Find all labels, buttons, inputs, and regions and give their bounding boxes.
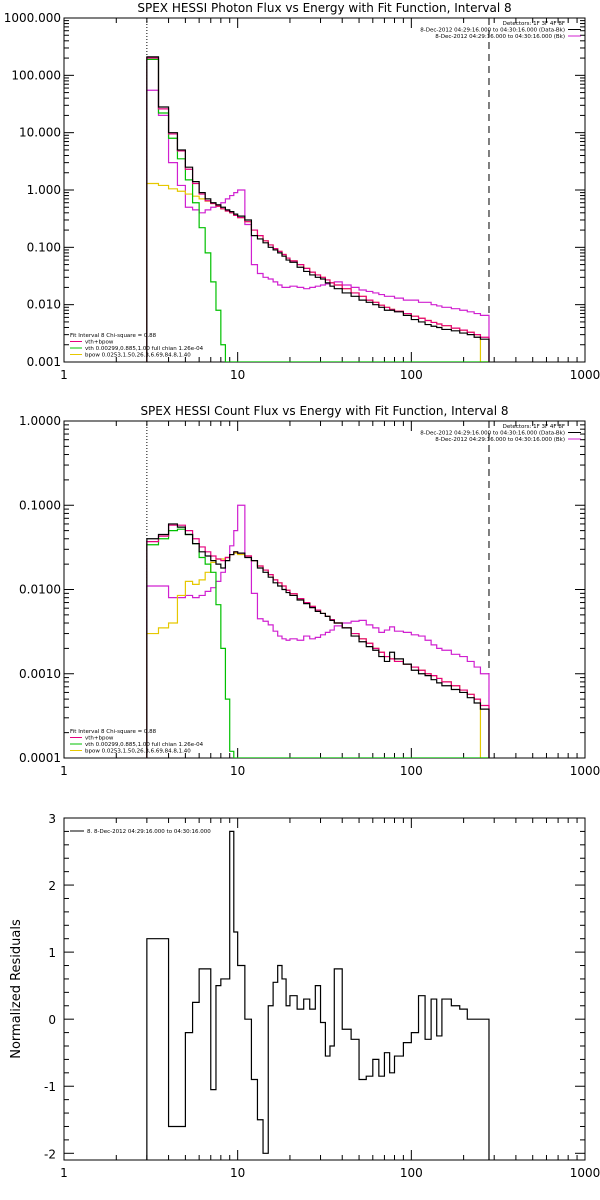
x-tick-label: 1 xyxy=(60,1166,68,1180)
y-tick-label: 1000.000 xyxy=(4,11,61,25)
series-8-8-dec-2012-04-29-16-000-to-04-30-16-000 xyxy=(146,830,490,1160)
y-tick-label: 0.001 xyxy=(27,355,61,369)
legend-bottom-entry: bpow 0.0253,1.50,26.3,6.69,84.8,1.40 xyxy=(85,353,191,359)
y-tick-label: 0 xyxy=(48,1013,56,1027)
legend-bottom-entry: vth 0.00299,0.885,1.00 full chian 1.26e-… xyxy=(85,346,204,352)
legend-top-entry: Detectors: 1F 3F 4F 8F xyxy=(503,21,565,27)
x-tick-label: 100 xyxy=(400,368,423,382)
series-vth xyxy=(146,58,489,362)
y-tick-label: 0.0001 xyxy=(19,751,61,765)
plot-frame xyxy=(63,420,586,759)
x-tick-label: 1 xyxy=(60,764,68,778)
x-tick-label: 1 xyxy=(60,368,68,382)
legend-bottom-entry: Fit Interval 8 Chi-square = 0.88 xyxy=(70,333,157,339)
legend-top-entry: 8-Dec-2012 04:29:16.000 to 04:30:16.000 … xyxy=(420,431,565,437)
y-tick-label: 10.000 xyxy=(19,126,61,140)
series-vth xyxy=(146,528,489,758)
y-tick-label: 3 xyxy=(48,812,56,826)
x-tick-label: 1000 xyxy=(570,368,600,382)
legend-bottom-entry: vth 0.00299,0.885,1.00 full chian 1.26e-… xyxy=(85,742,204,748)
plot-frame xyxy=(63,817,586,1161)
y-tick-label: 100.000 xyxy=(11,68,61,82)
x-tick-label: 100 xyxy=(400,764,423,778)
legend-top-entry: 8-Dec-2012 04:29:16.000 to 04:30:16.000 … xyxy=(435,437,565,443)
legend-top-entry: 8-Dec-2012 04:29:16.000 to 04:30:16.000 … xyxy=(420,28,565,34)
y-tick-label: 1.000 xyxy=(27,183,61,197)
legend-top-entry: 8-Dec-2012 04:29:16.000 to 04:30:16.000 … xyxy=(435,34,565,40)
y-tick-label: -2 xyxy=(44,1147,56,1161)
series-vth-bpow xyxy=(146,524,490,758)
count-flux-panel: SPEX HESSI Count Flux vs Energy with Fit… xyxy=(19,404,600,778)
photon-flux-panel: SPEX HESSI Photon Flux vs Energy with Fi… xyxy=(4,1,600,382)
x-tick-label: 10 xyxy=(230,1166,245,1180)
y-tick-label: 0.010 xyxy=(27,298,61,312)
legend-bottom-entry: Fit Interval 8 Chi-square = 0.88 xyxy=(70,729,157,735)
x-tick-label: 1000 xyxy=(570,1166,600,1180)
x-tick-label: 1000 xyxy=(570,764,600,778)
x-tick-label: 10 xyxy=(230,764,245,778)
legend-bottom-entry: vth+bpow xyxy=(85,340,114,346)
y-tick-label: 1.0000 xyxy=(19,414,61,428)
legend-entry: 8. 8-Dec-2012 04:29:16.000 to 04:30:16.0… xyxy=(87,829,211,835)
y-axis-label: Normalized Residuals xyxy=(9,919,24,1059)
y-tick-label: 0.0010 xyxy=(19,667,61,681)
legend-top-entry: Detectors: 1F 3F 4F 8F xyxy=(503,424,565,430)
chart-title: SPEX HESSI Photon Flux vs Energy with Fi… xyxy=(137,1,511,15)
y-tick-label: 0.100 xyxy=(27,240,61,254)
plot-frame xyxy=(63,17,586,363)
series-bk xyxy=(146,504,490,758)
series-bk xyxy=(146,89,490,362)
y-tick-label: 1 xyxy=(48,946,56,960)
chart-title: SPEX HESSI Count Flux vs Energy with Fit… xyxy=(140,404,508,418)
legend-bottom-entry: bpow 0.0253,1.50,26.3,6.69,84.8,1.40 xyxy=(85,749,191,755)
series-bpow xyxy=(146,552,489,758)
series-data-bk xyxy=(146,56,490,362)
y-tick-label: 2 xyxy=(48,879,56,893)
y-tick-label: 0.1000 xyxy=(19,498,61,512)
x-tick-label: 10 xyxy=(230,368,245,382)
y-tick-label: 0.0100 xyxy=(19,583,61,597)
legend-bottom-entry: vth+bpow xyxy=(85,736,114,742)
series-data-bk xyxy=(146,523,490,758)
y-tick-label: -1 xyxy=(44,1080,56,1094)
x-tick-label: 100 xyxy=(400,1166,423,1180)
